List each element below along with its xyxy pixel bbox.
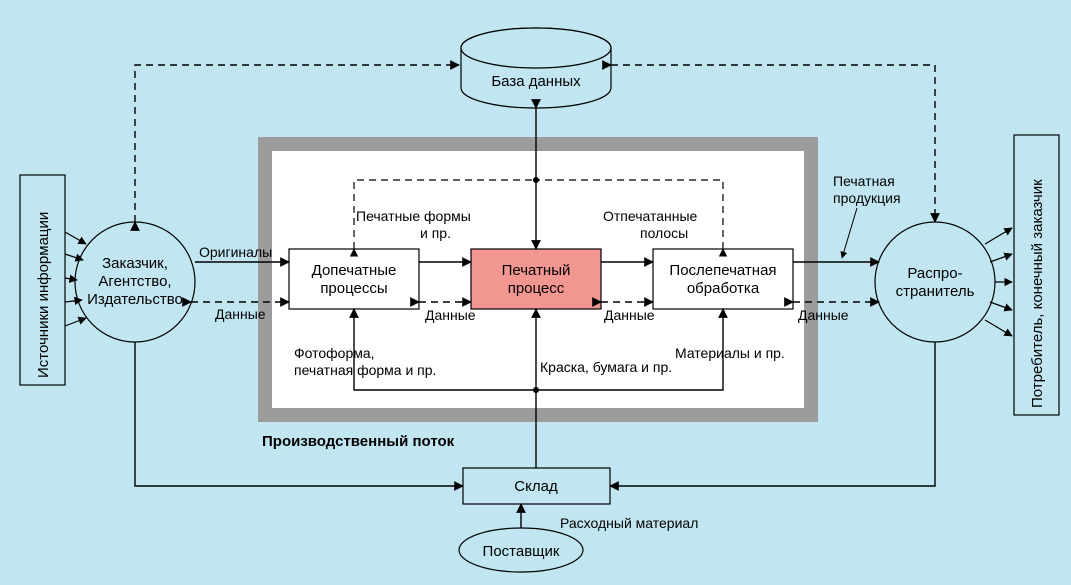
node-customer-l3: Издательство: [87, 291, 183, 308]
frame-label: Производственный поток: [262, 433, 455, 450]
lbl-photoform-l2: печатная форма и пр.: [294, 362, 436, 378]
lbl-data4: Данные: [798, 307, 849, 323]
lbl-ink: Краска, бумага и пр.: [540, 359, 672, 375]
lbl-forms-l1: Печатные формы: [356, 208, 471, 224]
lbl-printprod-l2: продукция: [833, 190, 901, 206]
node-customer-l1: Заказчик,: [102, 255, 168, 272]
node-supplier-label: Поставщик: [483, 543, 560, 560]
node-database: [461, 28, 611, 108]
lbl-printprod-l1: Печатная: [833, 173, 895, 189]
lbl-printprod-pointer: [842, 208, 857, 258]
lbl-originals: Оригиналы: [199, 244, 272, 260]
node-prepress-l1: Допечатные: [312, 262, 397, 279]
node-postpress-l1: Послепечатная: [669, 262, 776, 279]
node-distributor-l1: Распро-: [907, 265, 962, 282]
node-press-l2: процесс: [508, 280, 565, 297]
node-postpress-l2: обработка: [687, 280, 760, 297]
node-database-label: База данных: [491, 73, 581, 90]
node-sources-label: Источники информации: [35, 212, 52, 378]
node-distributor: [875, 222, 995, 342]
node-prepress: [289, 249, 419, 309]
node-press: [471, 249, 601, 309]
lbl-sheets-l2: полосы: [640, 225, 688, 241]
node-press-l1: Печатный: [502, 262, 571, 279]
node-consumer-label: Потребитель, конечный заказчик: [1029, 179, 1046, 408]
lbl-forms-l2: и пр.: [420, 225, 451, 241]
lbl-data2: Данные: [425, 307, 476, 323]
node-distributor-l2: странитель: [896, 283, 975, 300]
node-postpress: [653, 249, 793, 309]
lbl-materials: Материалы и пр.: [675, 345, 785, 361]
lbl-data1: Данные: [215, 306, 266, 322]
lbl-sheets-l1: Отпечатанные: [603, 208, 698, 224]
lbl-photoform-l1: Фотоформа,: [294, 345, 375, 361]
lbl-supplies: Расходный материал: [560, 515, 698, 531]
node-prepress-l2: процессы: [320, 280, 387, 297]
node-customer-l2: Агентство,: [98, 273, 171, 290]
node-warehouse-label: Склад: [514, 478, 558, 495]
lbl-data3: Данные: [604, 307, 655, 323]
